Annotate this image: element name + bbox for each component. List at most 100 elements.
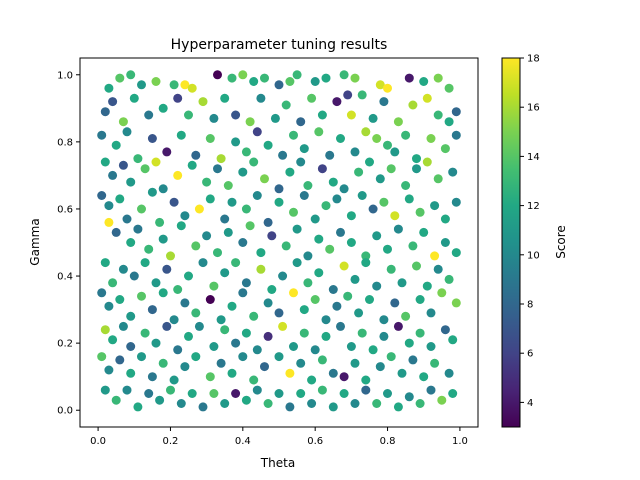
data-point	[133, 224, 143, 234]
data-point	[437, 288, 447, 298]
data-point	[281, 241, 291, 251]
data-point	[383, 389, 392, 398]
data-point	[393, 117, 403, 127]
data-point	[191, 352, 201, 362]
data-point	[133, 402, 143, 412]
data-point	[104, 365, 114, 375]
data-point	[263, 399, 273, 408]
y-tick-label: 0.0	[57, 406, 73, 417]
data-point	[361, 251, 371, 261]
colorbar-tick-label: 6	[527, 349, 533, 360]
data-point	[231, 389, 241, 398]
data-point	[393, 402, 403, 412]
colorbar-tick-label: 16	[527, 103, 540, 114]
data-point	[303, 278, 313, 288]
data-point	[260, 362, 269, 372]
data-point	[205, 194, 215, 204]
data-point	[440, 144, 450, 154]
data-point	[144, 389, 154, 398]
data-point	[386, 352, 396, 362]
data-point	[122, 214, 132, 224]
data-point	[350, 147, 360, 157]
data-point	[379, 97, 389, 107]
data-point	[278, 271, 288, 281]
data-point	[390, 211, 400, 221]
data-point	[307, 93, 317, 103]
data-point	[317, 385, 327, 395]
colorbar	[501, 57, 521, 428]
data-point	[430, 251, 440, 261]
data-point	[151, 338, 161, 348]
data-point	[408, 241, 418, 251]
data-point	[415, 328, 425, 338]
data-point	[166, 385, 175, 395]
data-point	[213, 248, 222, 258]
data-point	[346, 211, 356, 221]
x-tick-label: 0.6	[307, 436, 323, 447]
data-point	[354, 167, 364, 177]
data-point	[115, 73, 125, 83]
data-point	[176, 130, 186, 140]
data-point	[198, 97, 208, 107]
data-point	[155, 217, 165, 227]
data-point	[241, 204, 251, 214]
data-point	[307, 375, 317, 385]
data-point	[187, 160, 197, 170]
data-point	[213, 164, 222, 174]
data-point	[310, 77, 320, 86]
data-point	[97, 191, 107, 200]
data-point	[285, 368, 295, 378]
data-point	[448, 335, 458, 345]
data-point	[274, 197, 284, 207]
chart-title: Hyperparameter tuning results	[171, 37, 388, 53]
data-point	[267, 231, 277, 241]
data-point	[241, 395, 251, 405]
data-point	[404, 392, 414, 402]
data-point	[372, 231, 382, 241]
data-point	[350, 399, 360, 408]
data-point	[252, 345, 262, 355]
data-point	[104, 217, 114, 227]
data-point	[321, 73, 331, 83]
data-point	[317, 110, 327, 120]
data-point	[162, 147, 172, 157]
data-point	[100, 107, 110, 117]
data-point	[368, 345, 378, 355]
data-point	[451, 197, 461, 207]
data-point	[137, 352, 146, 362]
x-tick-label: 0.4	[235, 436, 251, 447]
data-point	[205, 295, 215, 304]
data-point	[267, 285, 277, 294]
y-axis: 0.0 0.2 0.4 0.6 0.8 1.0	[57, 70, 80, 417]
data-point	[100, 325, 110, 335]
data-point	[126, 342, 136, 351]
data-point	[401, 181, 411, 190]
data-point	[216, 358, 226, 368]
data-point	[191, 308, 201, 318]
data-point	[448, 167, 458, 177]
data-point	[126, 177, 136, 187]
data-point	[209, 281, 219, 291]
data-point	[202, 231, 212, 241]
data-point	[238, 167, 248, 177]
data-point	[440, 325, 450, 335]
data-point	[260, 174, 269, 184]
data-point	[379, 197, 389, 207]
data-point	[249, 157, 259, 167]
data-point	[209, 389, 219, 398]
data-point	[133, 154, 143, 164]
data-point	[129, 271, 139, 281]
data-point	[220, 268, 230, 278]
data-point	[115, 194, 125, 204]
data-point	[194, 204, 204, 214]
data-point	[289, 130, 298, 140]
data-point	[205, 134, 215, 143]
data-point	[274, 80, 284, 90]
data-point	[325, 244, 335, 254]
data-point	[118, 160, 128, 170]
data-point	[270, 113, 280, 123]
data-point	[451, 107, 461, 117]
data-point	[357, 90, 367, 100]
data-point	[256, 264, 266, 274]
data-point	[166, 251, 175, 261]
